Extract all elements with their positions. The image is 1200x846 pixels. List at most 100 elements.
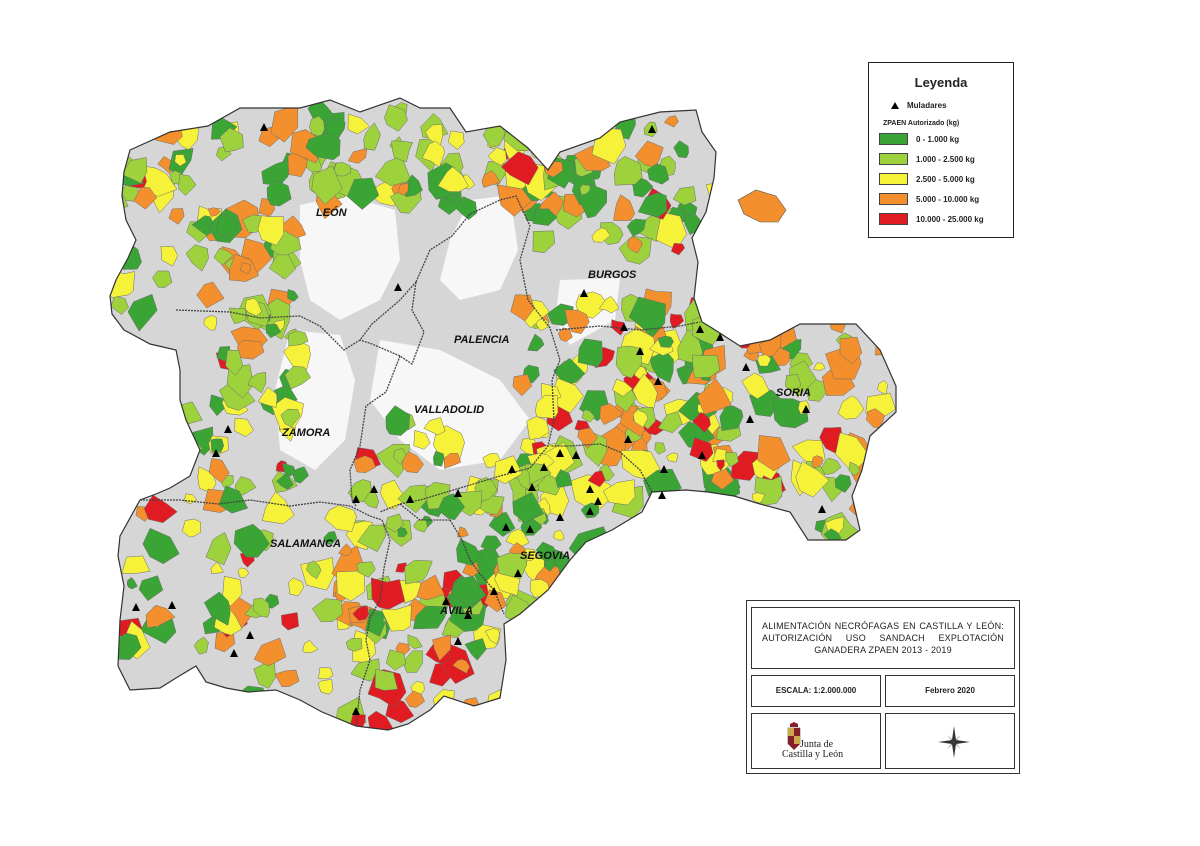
muladar-marker [586, 485, 594, 493]
legend-swatch [879, 193, 908, 205]
municipality-patch [703, 230, 740, 269]
municipality-patch [588, 111, 611, 133]
municipality-patch [317, 679, 334, 695]
municipality-patch [666, 452, 678, 463]
municipality-patch [324, 505, 357, 532]
muladar-marker [352, 495, 360, 503]
municipality-patch [848, 461, 861, 477]
municipality-patch [497, 696, 515, 713]
municipality-patch [532, 230, 555, 254]
municipality-patch [393, 448, 407, 465]
muladar-marker [528, 483, 536, 491]
municipality-patch [558, 327, 573, 342]
municipality-patch [416, 574, 445, 601]
municipality-patch [751, 492, 765, 504]
municipality-patch [834, 474, 852, 493]
legend-class-label: 0 - 1.000 kg [916, 134, 960, 144]
municipality-patch [614, 156, 643, 186]
muladar-marker [648, 125, 656, 133]
municipality-patch [257, 386, 278, 408]
province-labels: LEÓN BURGOS PALENCIA SORIA VALLADOLID ZA… [270, 206, 811, 617]
municipality-patch [237, 567, 250, 578]
muladar-marker [352, 707, 360, 715]
municipality-patch [663, 115, 679, 128]
municipality-patch [222, 575, 243, 607]
municipality-patch [270, 104, 299, 143]
muladar-marker [394, 283, 402, 291]
municipality-patch [352, 605, 369, 621]
municipality-patch [420, 515, 434, 528]
legend-title: Leyenda [914, 75, 968, 90]
municipality-patch [160, 245, 178, 267]
municipality-patch [452, 659, 470, 674]
municipality-patch [613, 194, 635, 221]
municipality-patch [654, 442, 666, 455]
municipality-patch [882, 512, 896, 531]
north-arrow-icon [938, 726, 970, 758]
municipality-patch [367, 710, 395, 730]
muladar-marker [636, 347, 644, 355]
municipality-patch [757, 435, 791, 472]
municipality-patch [450, 575, 487, 607]
municipality-patch [385, 405, 410, 436]
muladar-marker [660, 465, 668, 473]
municipality-patch [462, 560, 480, 578]
municipality-patch [746, 531, 759, 544]
province-label-palencia: PALENCIA [454, 334, 509, 346]
municipality-patch [234, 417, 254, 438]
title-panel: ALIMENTACIÓN NECRÓFAGAS EN CASTILLA Y LE… [751, 607, 1015, 669]
muladar-marker [490, 587, 498, 595]
municipality-patch [323, 531, 338, 545]
municipality-patch [819, 457, 842, 475]
muladar-marker [442, 597, 450, 605]
municipality-patch [207, 207, 221, 217]
province-label-burgos: BURGOS [588, 269, 637, 281]
municipality-patch [698, 242, 722, 269]
municipality-patch [456, 538, 482, 566]
muladar-marker [370, 485, 378, 493]
map-scale: ESCALA: 1:2.000.000 [775, 686, 857, 695]
municipality-patch [741, 372, 770, 400]
municipality-patch [380, 479, 407, 510]
municipality-patch [707, 508, 733, 541]
municipality-patch [288, 330, 309, 347]
municipality-patch [692, 411, 711, 433]
municipality-patch [437, 166, 469, 192]
muladar-marker [746, 415, 754, 423]
municipality-patch [535, 318, 550, 331]
municipality-patch [812, 362, 826, 371]
municipality-patch [121, 555, 151, 574]
municipality-patch [193, 636, 209, 655]
legend-zpaen-label: ZPAEN Autorizado (kg) [883, 120, 960, 127]
municipality-patch [356, 561, 376, 578]
municipality-patch [311, 165, 343, 205]
municipality-patch [881, 342, 893, 359]
municipality-patch [857, 466, 894, 499]
muladar-marker [502, 523, 510, 531]
municipality-patch [533, 104, 559, 125]
muladar-marker [620, 323, 628, 331]
municipality-patch [219, 127, 244, 153]
municipality-patch [239, 262, 251, 275]
municipality-patch [347, 148, 368, 164]
muladar-marker [594, 497, 602, 505]
municipality-patch [274, 669, 300, 688]
municipality-patch [185, 244, 209, 272]
municipality-patch [725, 452, 739, 468]
municipality-patch [877, 380, 889, 395]
legend-class-2: 1.000 - 2.500 kg [879, 153, 975, 165]
muladar-marker [586, 507, 594, 515]
municipality-patch [873, 483, 896, 505]
province-label-segovia: SEGOVIA [520, 550, 570, 562]
muladar-marker [556, 449, 564, 457]
municipality-patch [318, 667, 334, 680]
municipality-patch [397, 527, 408, 538]
municipality-patch [574, 549, 601, 578]
municipality-patch [723, 510, 756, 538]
municipality-patch [632, 409, 649, 428]
municipality-patch [125, 114, 156, 143]
muladar-marker [540, 463, 548, 471]
municipality-patch [705, 498, 735, 528]
province-label-soria: SORIA [776, 387, 811, 399]
municipality-patch [878, 432, 896, 466]
